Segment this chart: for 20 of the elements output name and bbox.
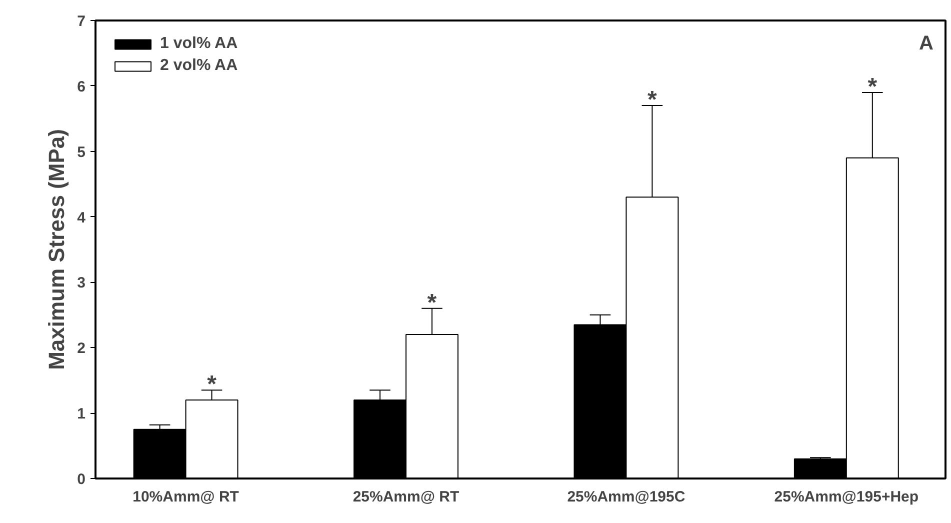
x-tick-label: 10%Amm@ RT: [132, 488, 239, 506]
annotation: A: [919, 32, 934, 54]
annotation: *: [868, 73, 878, 100]
y-tick-label: 4: [77, 209, 86, 226]
y-tick-label: 0: [77, 471, 86, 488]
y-tick-label: 7: [77, 13, 86, 30]
y-tick-label: 5: [77, 144, 86, 161]
x-tick-label: 25%Amm@ RT: [352, 488, 460, 506]
annotation: *: [207, 371, 218, 398]
y-tick-label: 6: [77, 78, 86, 96]
x-tick-label: 25%Amm@195C: [567, 488, 686, 506]
x-tick-label: 25%Amm@195+Hep: [774, 488, 919, 506]
y-tick-label: 3: [77, 274, 86, 292]
y-tick-label: 2: [77, 340, 86, 358]
legend-label: 1 vol% AA: [160, 35, 238, 53]
legend-label: 2 vol% AA: [160, 57, 238, 75]
annotation: *: [648, 86, 658, 114]
annotation: *: [427, 289, 438, 316]
y-tick-label: 1: [77, 406, 86, 423]
y-axis-title: Maximum Stress (MPa): [44, 129, 70, 370]
